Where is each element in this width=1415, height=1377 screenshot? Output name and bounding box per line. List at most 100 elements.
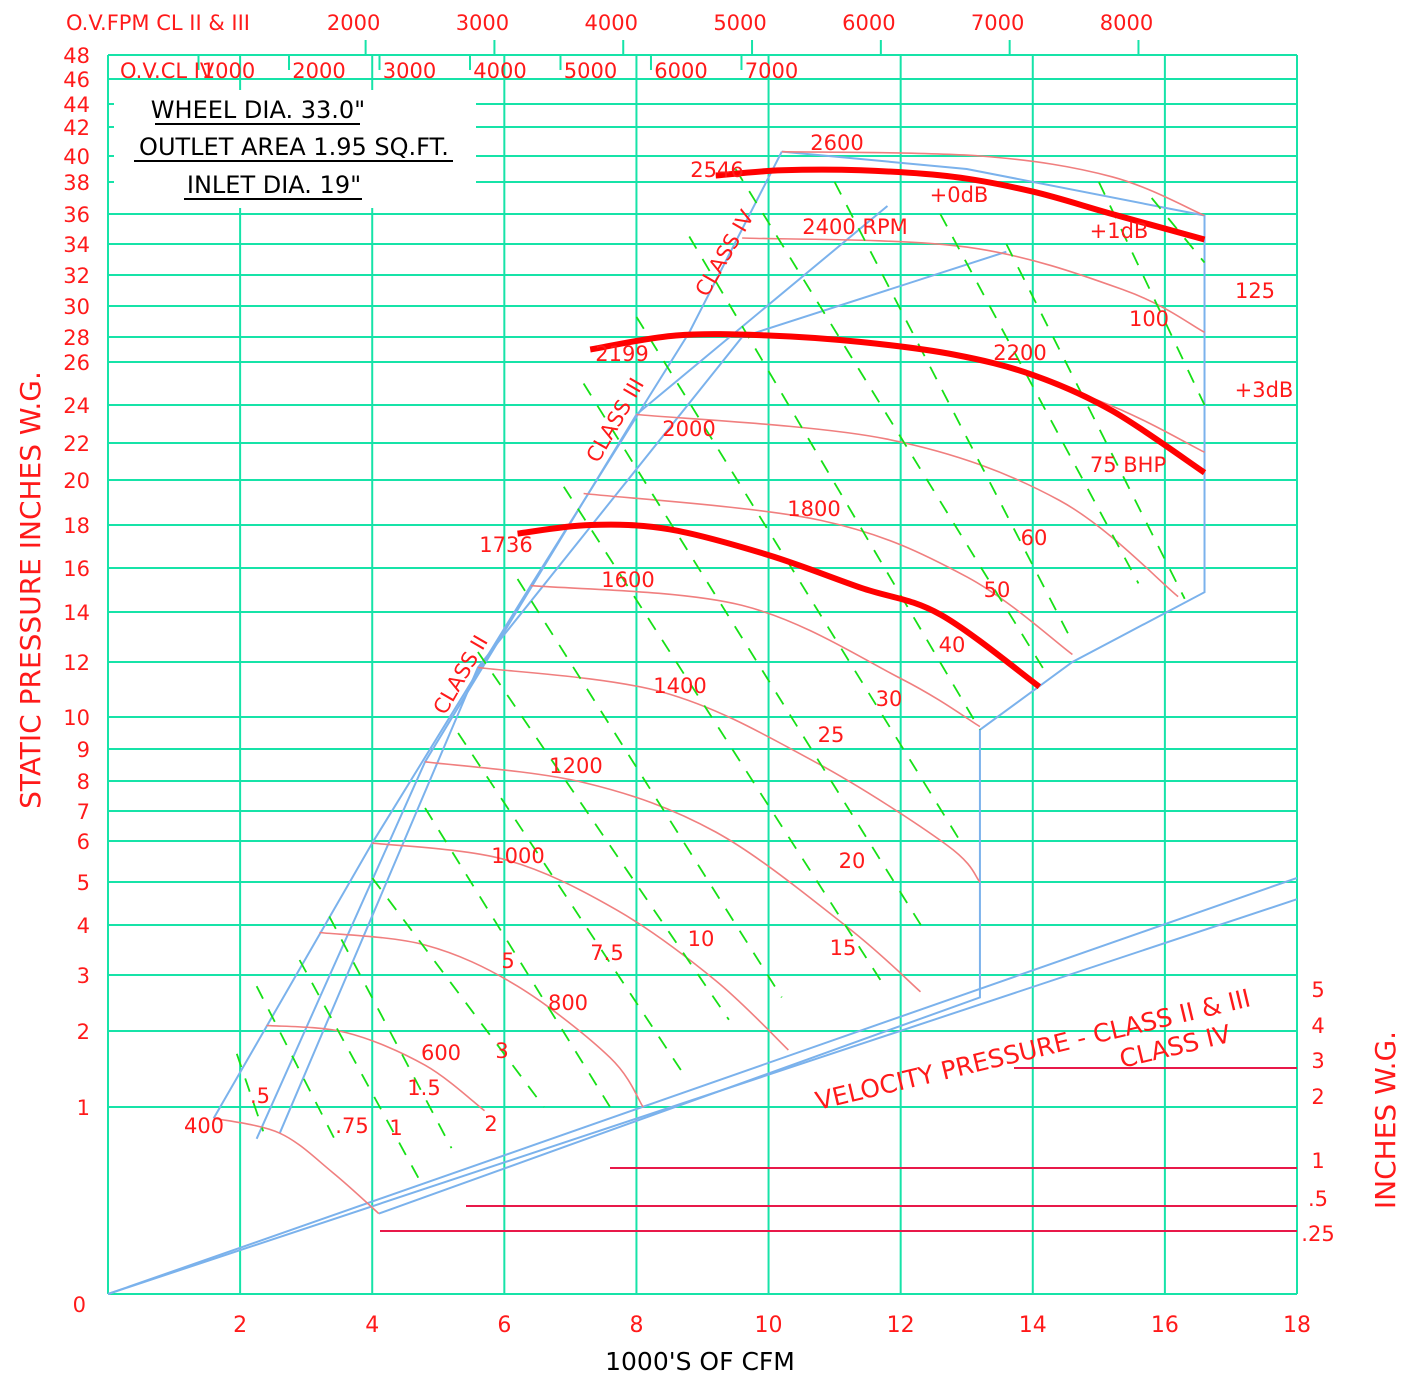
vp-tick-label: .5: [1308, 1187, 1328, 1211]
class-boundaries: [107, 150, 1298, 1295]
title-box: WHEEL DIA. 33.0" OUTLET AREA 1.95 SQ.FT.…: [114, 90, 476, 208]
boundary-class-iv: [278, 250, 1007, 1134]
rpm-curve-400: [213, 1117, 380, 1215]
bhp-label: 30: [876, 687, 903, 711]
y-tick-label: 10: [63, 706, 90, 730]
x-tick-label: 2: [233, 1313, 247, 1338]
y-tick-label: 44: [63, 93, 90, 117]
ovfpm-class4-value: 6000: [654, 59, 707, 83]
rpm-curve-600: [266, 1024, 486, 1112]
bhp-label: 60: [1021, 526, 1048, 550]
y-tick-label: 4: [77, 914, 90, 938]
chart-labels: 2 4 6 8 10 12 14 16 1812345678910121416182022242…: [63, 11, 1334, 1338]
grid: [107, 40, 1298, 1295]
x-tick-label: 4: [365, 1313, 379, 1338]
y-tick-label: 38: [63, 171, 90, 195]
y-tick-label: 7: [77, 800, 90, 824]
rpm-label: 1600: [601, 568, 654, 592]
boundary-outer: [378, 150, 1206, 1215]
ovfpm-class4-value: 5000: [564, 59, 617, 83]
bhp-label: .75: [335, 1114, 368, 1138]
rpm-curve-1200: [424, 761, 922, 993]
x-axis-label: 1000'S OF CFM: [605, 1347, 795, 1376]
rpm-curve-2000: [636, 413, 1179, 598]
rpm-label: 400: [184, 1114, 224, 1138]
y-tick-label: 32: [63, 264, 90, 288]
bhp-label: 125: [1235, 279, 1275, 303]
selected-rpm-label: 2199: [595, 342, 648, 366]
rpm-label: 1400: [653, 674, 706, 698]
rpm-label: 2600: [810, 131, 863, 155]
rpm-curve-1000: [372, 842, 789, 1051]
bhp-line: [457, 732, 684, 1074]
bhp-label: 20: [839, 849, 866, 873]
y-tick-label: 36: [63, 203, 90, 227]
class-iii-label: CLASS III: [582, 374, 649, 467]
x-tick-label: 16: [1151, 1313, 1179, 1338]
bhp-label: 75 BHP: [1090, 453, 1166, 477]
bhp-label: 3: [495, 1039, 508, 1063]
bhp-label: 100: [1129, 307, 1169, 331]
rpm-curve-800: [319, 931, 644, 1108]
selected-curve-1736: [517, 521, 1042, 690]
ovfpm-class4-label: O.V.CL IV: [120, 59, 215, 83]
bhp-line: [939, 213, 1140, 584]
y-tick-label: 24: [63, 394, 90, 418]
rpm-curve-1400: [477, 666, 981, 883]
bhp-line: [298, 959, 420, 1179]
y-tick-label: 30: [63, 295, 90, 319]
ovfpm-class4-value: 3000: [383, 59, 436, 83]
bhp-line: [582, 383, 928, 936]
rpm-curve-2600: [781, 150, 1205, 217]
bhp-lines: [235, 168, 1206, 1179]
y-axis-label: STATIC PRESSURE INCHES W.G.: [14, 371, 47, 809]
bhp-label: 1.5: [407, 1076, 440, 1100]
bhp-line: [371, 877, 545, 1108]
x-tick-label: 8: [629, 1313, 643, 1338]
bhp-label: 10: [688, 927, 715, 951]
vp-tick-label: 3: [1311, 1049, 1324, 1073]
y-tick-label: 8: [77, 770, 90, 794]
sound-label: +0dB: [930, 183, 989, 207]
title-line-1: WHEEL DIA. 33.0": [151, 96, 365, 124]
y-tick-label: 22: [63, 432, 90, 456]
rpm-label: 600: [421, 1041, 461, 1065]
y-tick-label: 20: [63, 469, 90, 493]
sound-label: +3dB: [1235, 378, 1294, 402]
x-tick-label: 12: [887, 1313, 915, 1338]
bhp-label: 2: [484, 1112, 497, 1136]
y-tick-label: 2: [77, 1020, 90, 1044]
y-tick-label: 48: [63, 44, 90, 68]
system-line-b: [107, 898, 1298, 1295]
y-tick-label: 18: [63, 514, 90, 538]
class-iv-label: CLASS IV: [691, 206, 760, 301]
selected-rpm-curves: [517, 166, 1207, 690]
velocity-pressure-lines: [380, 1067, 1297, 1232]
bhp-label: 15: [830, 936, 857, 960]
y-tick-label: 1: [77, 1096, 90, 1120]
vp-tick-label: .25: [1301, 1222, 1334, 1246]
bhp-line: [255, 985, 340, 1149]
selected-curve-2546: [715, 166, 1206, 243]
y-tick-label: 16: [63, 557, 90, 581]
ovfpm-top-value: 3000: [456, 11, 509, 35]
x-tick-label: 10: [755, 1313, 783, 1338]
y-tick-label: 6: [77, 830, 90, 854]
x-tick-label: 18: [1283, 1313, 1311, 1338]
title-line-2: OUTLET AREA 1.95 SQ.FT.: [139, 133, 449, 161]
ovfpm-top-value: 8000: [1100, 11, 1153, 35]
ovfpm-top-value: 4000: [585, 11, 638, 35]
rpm-label: 2200: [993, 341, 1046, 365]
bhp-line: [424, 807, 611, 1108]
bhp-label: .5: [250, 1084, 270, 1108]
ovfpm-top-label: O.V.FPM CL II & III: [66, 11, 250, 35]
y-tick-label: 42: [63, 116, 90, 140]
rpm-label: 1000: [491, 844, 544, 868]
rpm-label: 1800: [787, 497, 840, 521]
rpm-label: 800: [548, 991, 588, 1015]
ovfpm-top-value: 5000: [713, 11, 766, 35]
y-tick-label: 46: [63, 68, 90, 92]
y-tick-label: 28: [63, 326, 90, 350]
title-line-3: INLET DIA. 19": [187, 171, 361, 199]
